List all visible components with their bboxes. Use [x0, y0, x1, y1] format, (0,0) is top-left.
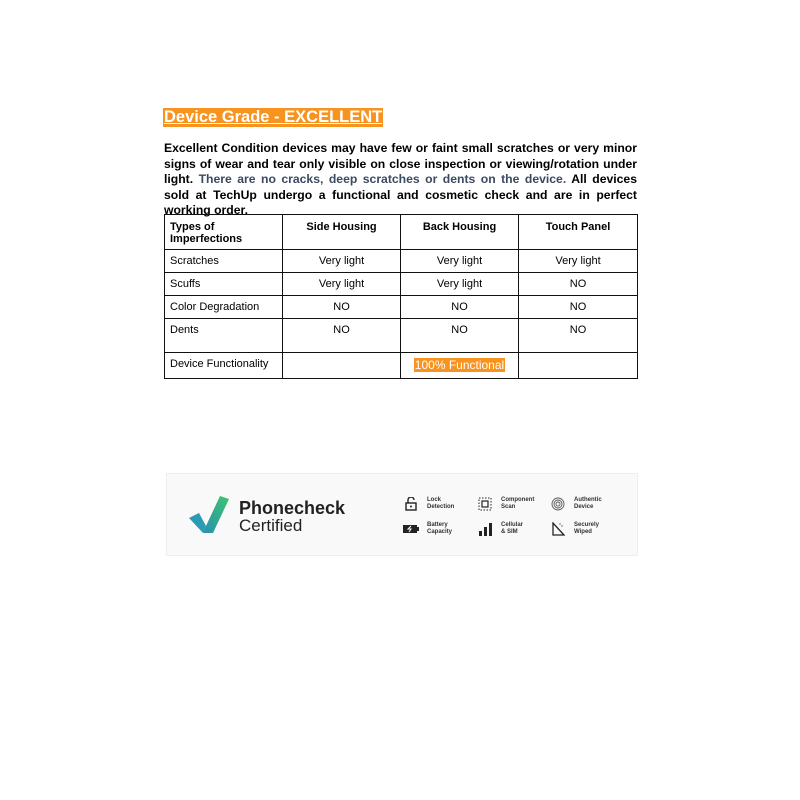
feature-label: & SIM	[501, 529, 518, 535]
table-row: Scuffs Very light Very light NO	[164, 272, 638, 296]
cell: NO	[518, 272, 638, 296]
feature-label: Component	[501, 497, 535, 503]
column-header: Touch Panel	[518, 214, 638, 250]
description-part-3: All devices sold at TechUp undergo a fun…	[164, 172, 637, 217]
lock-icon	[403, 497, 419, 511]
grade-description: Excellent Condition devices may have few…	[164, 141, 637, 219]
feature-component-scan: Component Scan	[477, 497, 541, 511]
feature-label: Battery	[427, 522, 448, 528]
cell	[518, 352, 638, 379]
cell	[282, 352, 401, 379]
cell: NO	[282, 295, 401, 319]
feature-securely-wiped: Securely Wiped	[550, 522, 614, 536]
cell: Scratches	[164, 249, 283, 273]
feature-label: Authentic	[574, 497, 602, 503]
feature-cellular-sim: Cellular & SIM	[477, 522, 541, 536]
feature-label: Securely	[574, 522, 600, 528]
column-header: Side Housing	[282, 214, 401, 250]
table-row: Color Degradation NO NO NO	[164, 295, 638, 319]
cell: NO	[400, 318, 519, 353]
cell: Very light	[282, 272, 401, 296]
cell: NO	[518, 318, 638, 353]
fingerprint-icon	[550, 497, 566, 511]
feature-label: Capacity	[427, 529, 453, 535]
cell: Very light	[400, 272, 519, 296]
feature-label: Lock	[427, 497, 442, 503]
table-row: Scratches Very light Very light Very lig…	[164, 249, 638, 273]
feature-label: Wiped	[574, 529, 592, 535]
description-part-2: There are no cracks, deep scratches or d…	[193, 172, 567, 186]
functionality-badge: 100% Functional	[413, 358, 506, 372]
feature-label: Cellular	[501, 522, 524, 528]
cell: Device Functionality	[164, 352, 283, 379]
phonecheck-certificate-banner: Phonecheck Certified Lock Detection Compo…	[166, 473, 638, 556]
brand-name: Phonecheck	[239, 498, 346, 518]
column-header: Back Housing	[400, 214, 519, 250]
cell: Dents	[164, 318, 283, 353]
table-header-row: Types of Imperfections Side Housing Back…	[164, 214, 638, 250]
feature-lock-detection: Lock Detection	[403, 497, 467, 511]
cell: Very light	[518, 249, 638, 273]
cell: NO	[282, 318, 401, 353]
feature-label: Detection	[427, 504, 455, 510]
cell: NO	[518, 295, 638, 319]
wipe-icon	[550, 522, 566, 536]
feature-authentic-device: Authentic Device	[550, 497, 614, 511]
checkmark-logo-icon	[189, 496, 229, 533]
imperfections-table: Types of Imperfections Side Housing Back…	[164, 214, 638, 379]
column-header: Types of Imperfections	[164, 214, 283, 250]
brand-subtitle: Certified	[239, 516, 303, 535]
cell: NO	[400, 295, 519, 319]
table-row: Dents NO NO NO	[164, 318, 638, 353]
cell: Very light	[400, 249, 519, 273]
cell: Scuffs	[164, 272, 283, 296]
battery-icon	[403, 522, 419, 536]
feature-label: Scan	[501, 504, 516, 510]
feature-battery-capacity: Battery Capacity	[403, 522, 467, 536]
description-part-1: Excellent Condition devices may have few…	[164, 141, 637, 186]
page-title: Device Grade - EXCELLENT	[163, 108, 384, 127]
cell: Color Degradation	[164, 295, 283, 319]
feature-label: Device	[574, 504, 594, 510]
cell: Very light	[282, 249, 401, 273]
signal-icon	[477, 522, 493, 536]
chip-icon	[477, 497, 493, 511]
functionality-row: Device Functionality 100% Functional	[164, 352, 638, 379]
